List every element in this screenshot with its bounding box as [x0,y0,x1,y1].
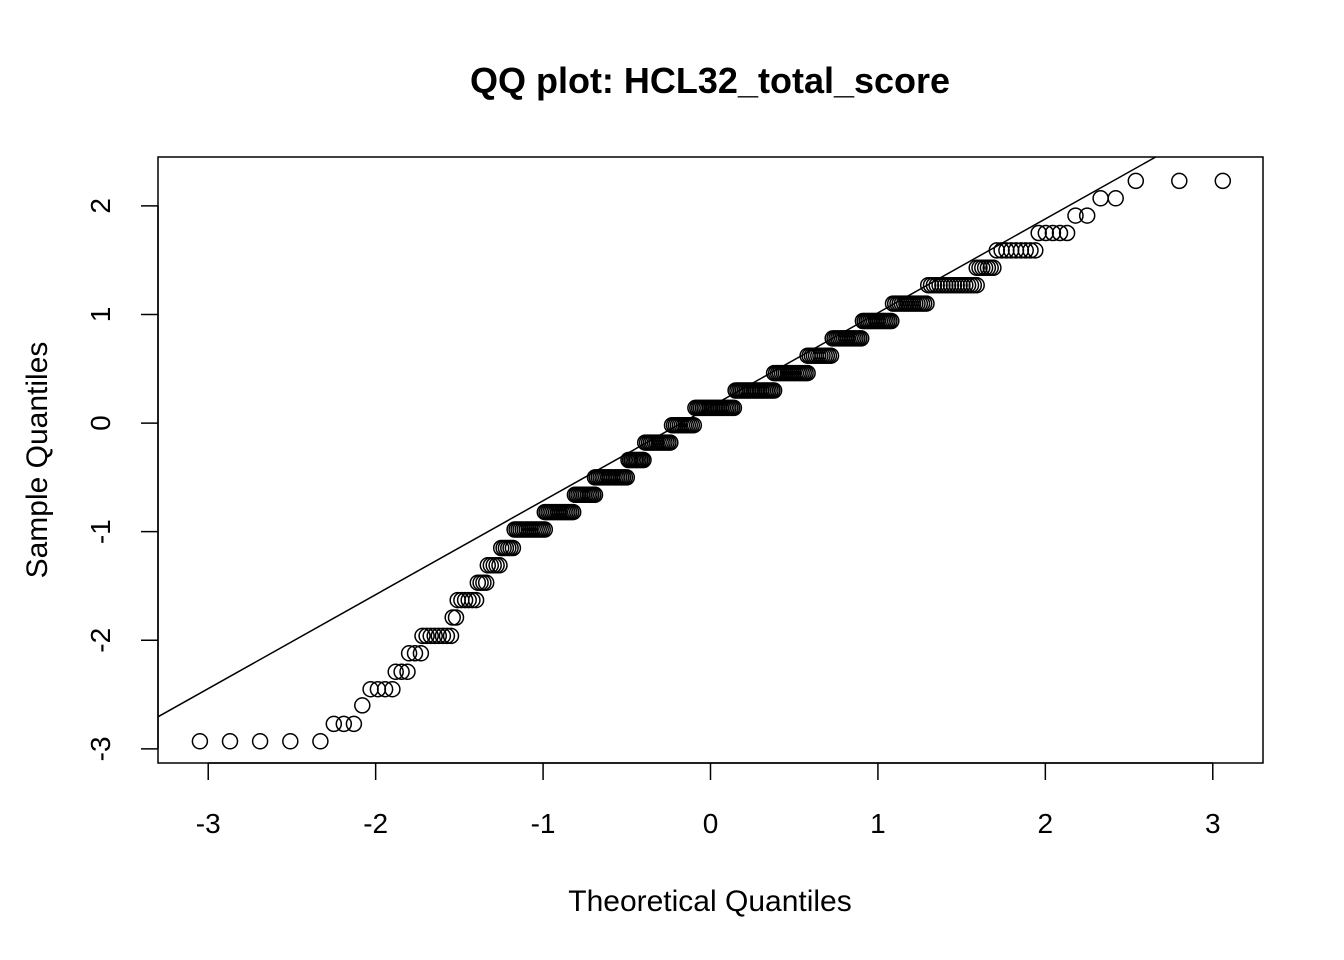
data-point [430,627,448,645]
data-point [442,627,460,645]
data-point [1067,207,1084,224]
data-point [852,330,870,347]
y-tick-label: -3 [85,736,116,761]
data-point [477,574,495,591]
data-point [799,364,816,382]
data-point [221,733,239,750]
y-tick-label: -2 [85,628,116,653]
data-point [662,434,679,451]
data-point [412,645,430,662]
data-point [1058,224,1076,242]
data-point [282,733,299,750]
data-point [1022,242,1039,259]
data-point [399,663,416,681]
data-point [1171,172,1188,190]
data-point [822,347,840,364]
data-point [1051,224,1069,242]
y-tick-label: 0 [85,415,116,431]
data-point [504,539,522,557]
data-point [335,715,353,733]
data-point [251,733,269,750]
data-point [918,295,935,312]
data-point [985,259,1002,277]
data-point [1127,172,1145,190]
reference-line [158,157,1158,718]
data-point [418,627,435,645]
plot-frame [157,156,1264,764]
data-point [765,382,783,399]
data-point [414,627,431,645]
data-point [384,680,401,698]
reference-line-group [158,157,1158,718]
data-point [434,627,452,645]
data-point [725,399,743,417]
data-points [191,172,1232,750]
x-tick-label: 0 [703,808,719,839]
data-point [1027,242,1044,259]
data-point [312,733,329,750]
data-point [564,503,582,521]
data-point [1017,242,1034,259]
data-point [586,486,604,504]
data-point [191,733,209,750]
data-point [376,680,394,698]
data-point [1107,190,1124,207]
data-point [345,715,363,733]
x-tick-label: 2 [1038,808,1054,839]
y-tick-label: -1 [85,519,116,544]
data-point [635,451,652,469]
data-point [536,521,554,538]
data-point [447,609,465,626]
x-tick-label: 1 [870,808,886,839]
data-point [685,416,703,434]
data-point [1092,190,1109,207]
data-point [325,715,343,733]
y-axis-label: Sample Quantiles [21,342,54,579]
data-point [460,591,477,609]
data-point [438,627,456,645]
data-point [1078,207,1096,224]
data-point [393,663,410,681]
data-point [618,469,636,486]
data-point [1044,224,1062,242]
data-point [968,276,985,294]
data-point [406,645,424,662]
data-point [467,591,485,609]
x-tick-label: -2 [363,808,388,839]
y-tick-label: 2 [85,198,116,214]
data-point [354,697,371,714]
data-point [387,663,404,681]
data-point [422,627,439,645]
x-axis-label: Theoretical Quantiles [568,885,851,918]
chart-title: QQ plot: HCL32_total_score [470,60,950,101]
data-point [400,645,418,662]
y-tick-label: 1 [85,307,116,323]
data-point [1037,224,1055,242]
data-point [491,557,508,574]
data-point [456,591,474,609]
y-axis: -3 -2 -1 0 1 2 [85,198,159,761]
data-point [464,591,481,609]
data-point [1030,224,1047,242]
data-point [1214,172,1232,190]
x-axis: -3 -2 -1 0 1 2 3 [196,762,1221,839]
x-tick-label: -3 [196,808,221,839]
data-point [426,627,443,645]
data-point [444,609,461,626]
x-tick-label: -1 [531,808,556,839]
x-tick-label: 3 [1205,808,1221,839]
data-point [883,312,900,330]
